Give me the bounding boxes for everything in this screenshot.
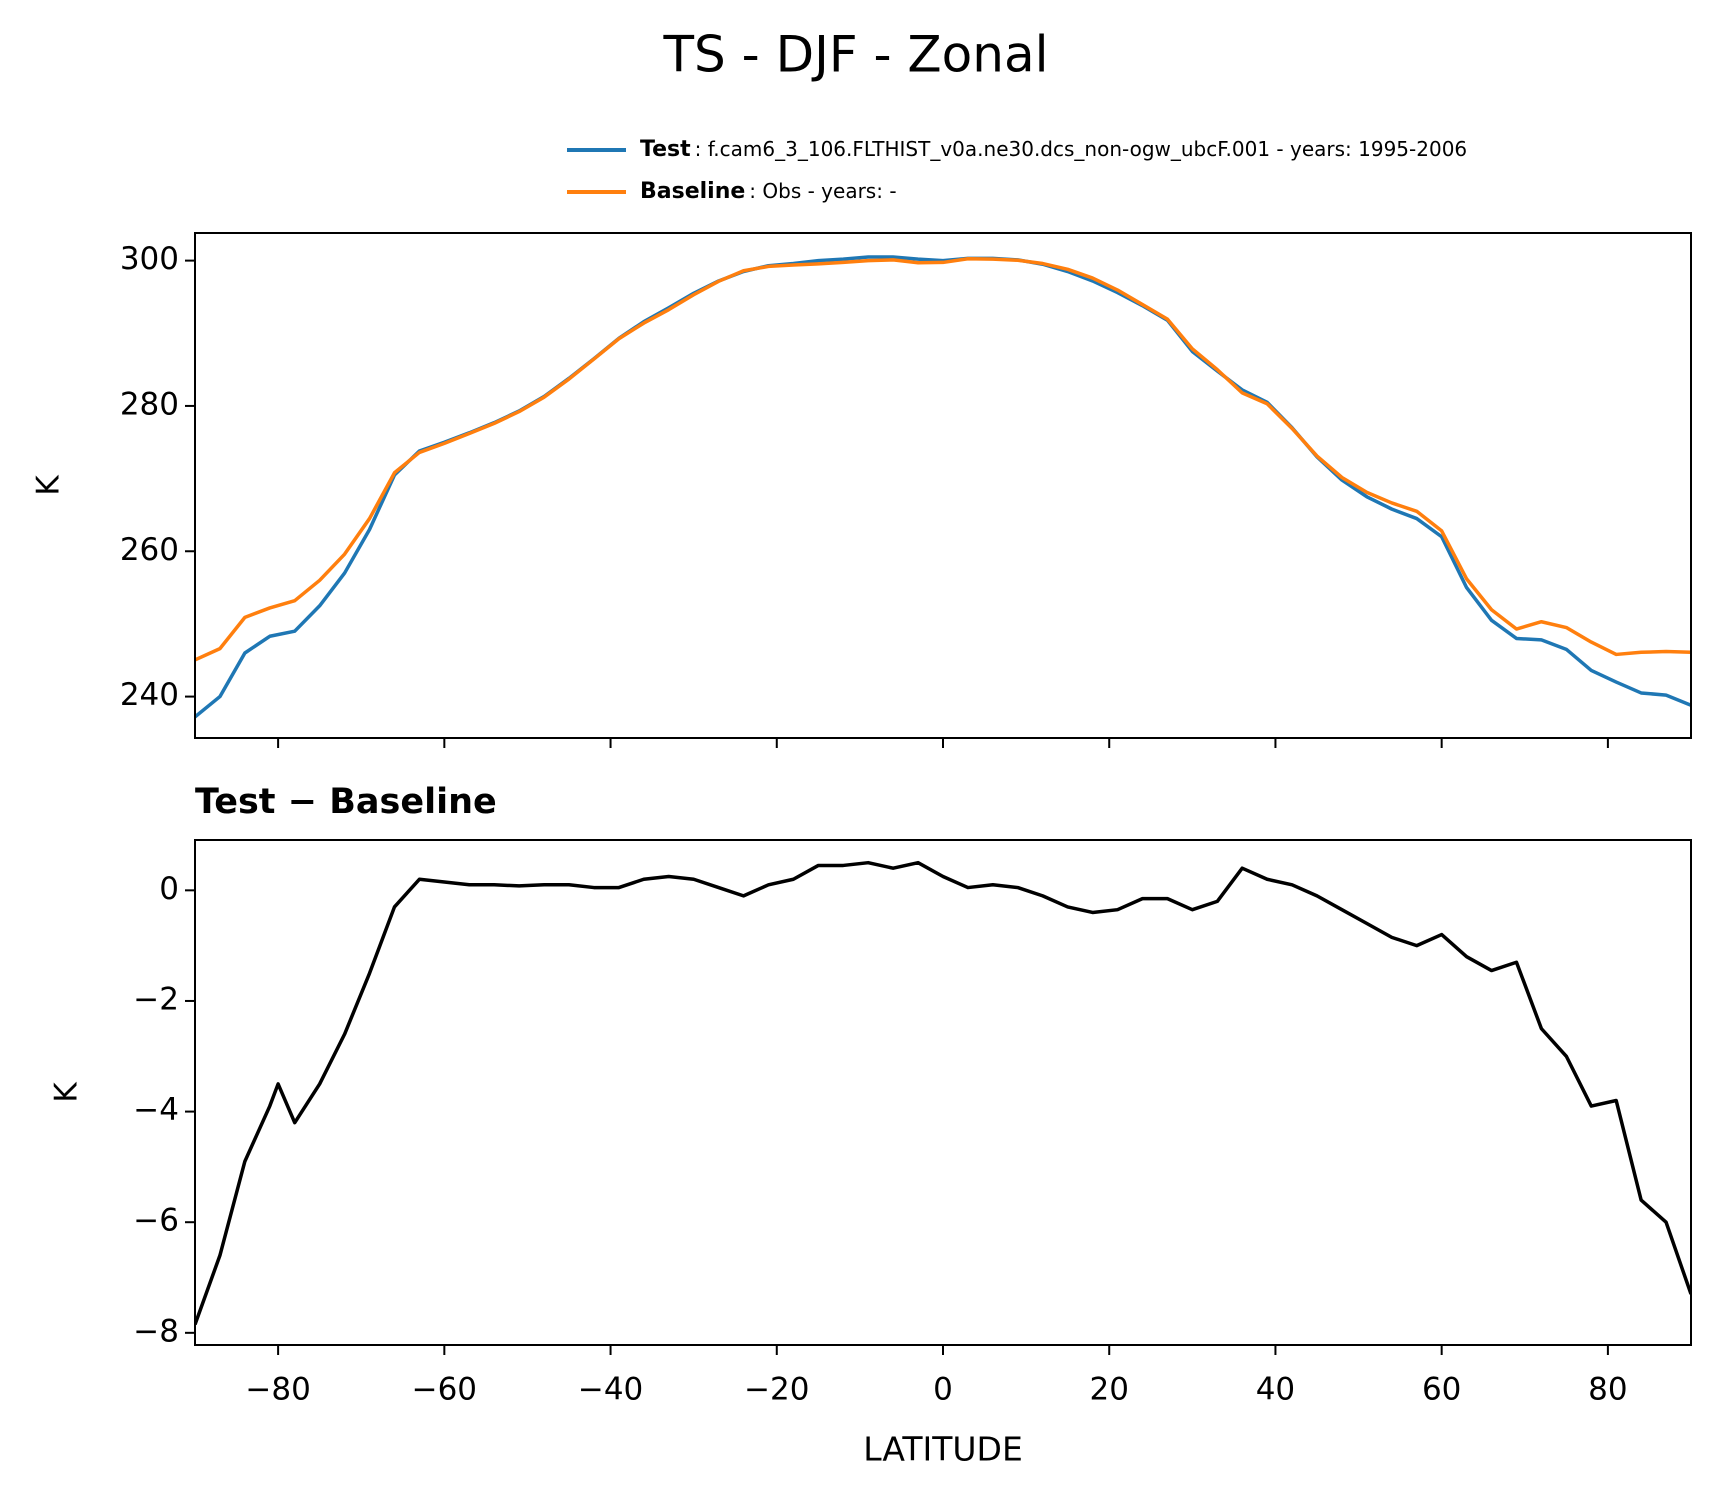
y-tick-label: 280	[120, 386, 179, 422]
x-tick-label: −20	[744, 1372, 809, 1408]
legend-entry: Baseline: Obs - years: -	[640, 179, 897, 205]
legend-description: : Obs - years: -	[749, 179, 896, 203]
plot-frame	[194, 232, 1692, 739]
x-tick-label: 60	[1422, 1372, 1461, 1408]
legend-name: Baseline	[640, 179, 745, 204]
y-tick-label: 300	[120, 241, 179, 277]
x-tick-label: 0	[933, 1372, 953, 1408]
x-tick-label: 40	[1256, 1372, 1295, 1408]
x-axis-label: LATITUDE	[863, 1430, 1023, 1469]
y-tick-label: −4	[133, 1092, 179, 1128]
x-tick-label: −80	[245, 1372, 310, 1408]
legend-entry: Test: f.cam6_3_106.FLTHIST_v0a.ne30.dcs_…	[640, 137, 1467, 163]
plot-frame	[194, 839, 1692, 1346]
y-tick-label: 260	[120, 532, 179, 568]
x-tick-label: 20	[1089, 1372, 1128, 1408]
data-line	[195, 257, 1691, 662]
y-tick-label: −8	[133, 1313, 179, 1349]
y-tick-label: 0	[159, 871, 179, 907]
y-axis-label: K	[31, 475, 67, 496]
data-line	[195, 255, 1691, 719]
y-tick-label: −6	[133, 1203, 179, 1239]
y-tick-label: −2	[133, 981, 179, 1017]
y-axis-label: K	[49, 1082, 85, 1103]
x-tick-label: −40	[578, 1372, 643, 1408]
x-tick-label: 80	[1588, 1372, 1627, 1408]
x-tick-label: −60	[412, 1372, 477, 1408]
y-tick-label: 240	[120, 677, 179, 713]
figure-title: TS - DJF - Zonal	[662, 26, 1048, 84]
legend-description: : f.cam6_3_106.FLTHIST_v0a.ne30.dcs_non-…	[695, 137, 1468, 161]
data-line	[195, 860, 1691, 1326]
legend-name: Test	[640, 137, 691, 162]
subtitle: Test − Baseline	[195, 782, 497, 822]
